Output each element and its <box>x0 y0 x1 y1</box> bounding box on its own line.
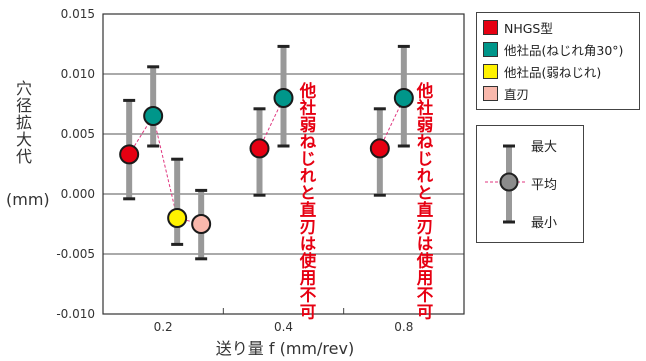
plot-frame <box>102 13 465 315</box>
mean-connector <box>152 115 178 219</box>
data-point <box>369 138 390 159</box>
legend-label: NHGS型 <box>504 20 553 36</box>
legend-item-competitor-weak: 他社品(弱ねじれ) <box>483 62 601 80</box>
key-max-label: 最大 <box>531 140 558 155</box>
legend-item-competitor-30: 他社品(ねじれ角30°) <box>483 40 623 58</box>
y-axis-label: 穴径拡大代 <box>13 80 32 165</box>
y-tick-label: 0.005 <box>61 127 95 141</box>
x-tick-label: 0.2 <box>154 320 173 334</box>
data-point <box>119 144 140 165</box>
mean-connectors <box>128 97 405 225</box>
y-tick-label: 0.010 <box>61 67 95 81</box>
y-tick-label: -0.005 <box>56 247 95 261</box>
errorbar-key: 最大 平均 最小 <box>476 125 584 243</box>
y-axis-unit: (mm) <box>6 190 50 209</box>
data-points <box>119 88 414 234</box>
legend-label: 他社品(ねじれ角30°) <box>504 42 624 58</box>
legend: NHGS型 他社品(ねじれ角30°) 他社品(弱ねじれ) 直刃 <box>476 12 640 110</box>
data-point <box>273 88 294 108</box>
legend-item-nhgs: NHGS型 <box>483 18 553 36</box>
legend-label: 他社品(弱ねじれ) <box>504 64 602 80</box>
x-axis-ticks: 0.2 0.4 0.8 <box>154 308 413 334</box>
y-tick-label: -0.010 <box>56 307 95 321</box>
x-axis-label: 送り量 f (mm/rev) <box>215 339 355 358</box>
y-tick-label: 0.015 <box>61 7 95 21</box>
key-min-label: 最小 <box>531 216 558 231</box>
data-point <box>167 208 188 228</box>
y-tick-label: 0.000 <box>61 187 95 201</box>
annotation-0-4: 他社弱ねじれと直刃は使用不可 <box>297 82 316 320</box>
errorbar-key-glyph <box>485 144 527 224</box>
legend-swatch <box>483 41 498 57</box>
legend-swatch <box>483 19 498 35</box>
annotation-0-8: 他社弱ねじれと直刃は使用不可 <box>414 82 433 320</box>
data-point <box>249 138 270 159</box>
legend-label: 直刃 <box>504 86 530 102</box>
x-tick-label: 0.4 <box>274 320 293 334</box>
data-point <box>393 88 414 108</box>
legend-swatch <box>483 85 498 101</box>
key-avg-label: 平均 <box>531 178 558 193</box>
data-point <box>191 214 212 234</box>
data-point <box>143 106 164 126</box>
x-tick-label: 0.8 <box>394 320 413 334</box>
plot-border <box>102 13 465 315</box>
y-axis-ticks: 0.015 0.010 0.005 0.000 -0.005 -0.010 <box>56 7 95 321</box>
legend-swatch <box>483 63 498 79</box>
legend-item-straight: 直刃 <box>483 84 529 102</box>
